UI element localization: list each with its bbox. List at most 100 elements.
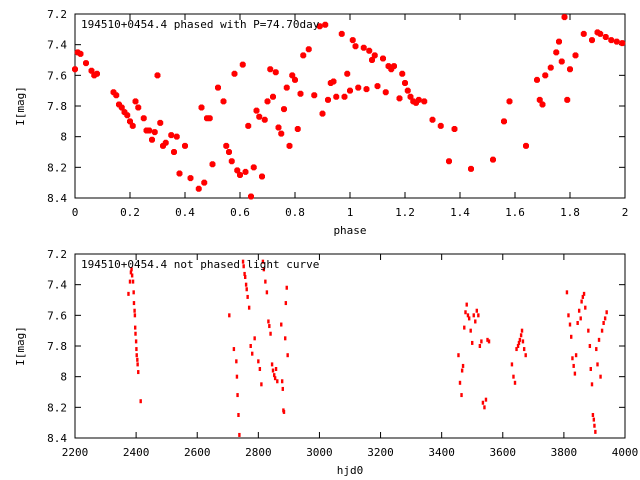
unphased-y-tick-label: 8.2 (47, 401, 67, 414)
unphased-data-point (591, 413, 595, 417)
unphased-data-point (257, 359, 260, 364)
unphased-data-point (461, 363, 465, 368)
unphased-y-tick-label: 7.2 (47, 248, 67, 261)
phased-data-point (231, 70, 238, 77)
phased-data-point (333, 93, 340, 100)
unphased-data-point (582, 291, 586, 296)
unphased-data-point (137, 370, 140, 375)
unphased-data-point (258, 367, 262, 371)
phased-data-point (168, 132, 175, 139)
unphased-data-point (265, 290, 269, 295)
phased-x-tick-label: 0.2 (120, 206, 140, 219)
unphased-data-point (253, 336, 256, 341)
unphased-data-point (588, 344, 592, 348)
unphased-data-point (605, 310, 608, 315)
phased-x-tick-label: 0.4 (175, 206, 195, 219)
phased-y-tick-label: 7.8 (47, 100, 67, 113)
phased-data-point (278, 130, 285, 137)
phased-data-point (341, 93, 348, 100)
unphased-data-point (600, 328, 604, 333)
phased-data-point (245, 122, 252, 129)
unphased-data-point (132, 301, 136, 306)
phased-x-tick-label: 1.6 (505, 206, 525, 219)
phased-data-point (305, 46, 312, 53)
unphased-data-point (460, 393, 463, 398)
unphased-data-point (133, 308, 136, 313)
unphased-data-point (127, 291, 130, 296)
phased-data-point (311, 92, 318, 99)
phased-data-point (344, 70, 351, 77)
phased-data-point (572, 52, 579, 59)
unphased-data-point (235, 374, 239, 379)
phased-data-point (330, 78, 337, 85)
unphased-data-point (568, 322, 572, 327)
phased-data-point (564, 96, 571, 103)
phased-data-point (294, 126, 301, 132)
phased-y-ticks: 7.2 7.4 7.6 7.8 8 8.2 8.4 (47, 8, 625, 205)
phased-data-point (404, 87, 411, 94)
phased-x-tick-label: 1.2 (395, 206, 415, 219)
unphased-data-point (133, 313, 137, 318)
unphased-x-tick-label: 2800 (245, 446, 272, 459)
unphased-data-point (286, 353, 289, 358)
unphased-data-point (236, 393, 239, 398)
phased-data-point (223, 142, 230, 149)
phased-data-point (198, 104, 205, 111)
phased-data-point (88, 67, 95, 74)
unphased-data-point (520, 328, 524, 333)
unphased-data-point (281, 386, 284, 391)
phased-x-tick-label: 0.6 (230, 206, 250, 219)
unphased-data-point (243, 271, 246, 276)
phased-data-point (322, 21, 329, 28)
unphased-light-curve-panel: 2200 2400 2600 2800 3000 3200 3400 3600 3800 4000… (14, 248, 638, 477)
phased-x-tick-label: 0.8 (285, 206, 305, 219)
unphased-data-point (261, 259, 265, 264)
phased-data-point (451, 126, 458, 132)
phased-data-point (382, 89, 389, 96)
unphased-data-point (510, 362, 514, 367)
unphased-data-point (274, 367, 278, 371)
phased-data-point (248, 193, 254, 200)
phased-data-point (523, 142, 529, 149)
unphased-data-point (273, 376, 277, 381)
unphased-data-point (579, 316, 582, 321)
phased-data-point (157, 119, 164, 126)
phased-data-point (553, 49, 560, 56)
phased-data-point (289, 72, 296, 79)
phased-data-point (415, 96, 422, 103)
unphased-y-tick-label: 8 (60, 371, 67, 384)
unphased-x-tick-label: 3600 (490, 446, 517, 459)
unphased-x-tick-label: 4000 (612, 446, 639, 459)
unphased-data-point (603, 316, 607, 321)
unphased-data-point (469, 328, 472, 333)
unphased-data-point (471, 340, 474, 345)
unphased-data-point (602, 321, 605, 325)
phased-data-point (355, 84, 362, 91)
unphased-data-point (132, 290, 135, 295)
phased-data-point (259, 173, 265, 180)
phased-data-point (374, 83, 381, 90)
unphased-data-point (241, 259, 245, 264)
phased-data-point (256, 113, 263, 120)
unphased-x-tick-label: 2200 (62, 446, 89, 459)
unphased-data-point (284, 301, 288, 306)
phased-data-point (608, 37, 615, 44)
unphased-data-point (593, 423, 596, 428)
unphased-data-point (513, 380, 517, 385)
phased-data-point (228, 158, 235, 165)
phased-data-point (195, 185, 202, 192)
unphased-data-point (139, 399, 142, 404)
phased-data-point (429, 116, 436, 123)
unphased-data-point (521, 339, 525, 344)
unphased-data-point (592, 417, 596, 422)
unphased-data-point (571, 356, 574, 361)
unphased-data-point (262, 267, 266, 272)
phased-data-point (396, 95, 403, 102)
unphased-data-point (280, 322, 283, 327)
unphased-data-point (135, 353, 138, 358)
unphased-data-point (465, 302, 468, 307)
unphased-x-ticks: 2200 2400 2600 2800 3000 3200 3400 3600 3800 4000 (62, 254, 639, 459)
phased-data-point (83, 60, 89, 67)
phased-data-point (402, 80, 408, 86)
